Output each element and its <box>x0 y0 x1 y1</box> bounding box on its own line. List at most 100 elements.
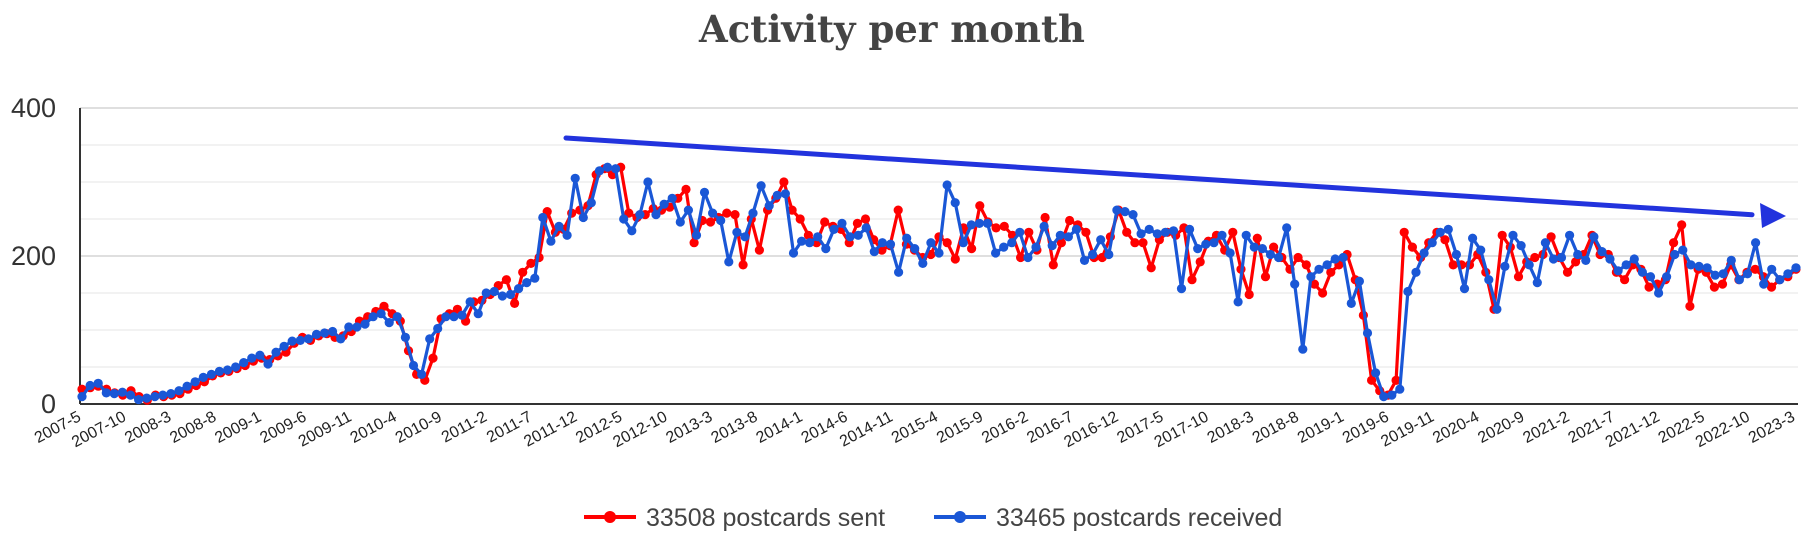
data-point <box>1686 260 1696 270</box>
data-point <box>1440 235 1450 245</box>
x-tick-label: 2008-8 <box>167 408 219 446</box>
x-tick-label: 2020-4 <box>1430 408 1482 446</box>
data-point <box>1309 279 1319 289</box>
data-point <box>428 353 438 363</box>
data-point <box>894 267 904 277</box>
data-point <box>586 198 596 208</box>
x-tick-label: 2019-1 <box>1295 408 1347 446</box>
data-point <box>934 248 944 258</box>
data-point <box>328 326 338 337</box>
data-point <box>509 298 520 308</box>
data-point <box>158 390 168 400</box>
data-point <box>1448 260 1458 270</box>
data-point <box>716 215 726 226</box>
data-point <box>1476 245 1486 255</box>
data-point <box>214 366 224 376</box>
data-point <box>1326 267 1336 277</box>
data-point <box>101 388 111 398</box>
x-tick-label: 2009-1 <box>212 408 264 446</box>
data-point <box>991 248 1001 258</box>
data-point <box>1540 238 1550 248</box>
data-point <box>820 217 830 227</box>
data-point <box>526 258 536 268</box>
data-point <box>1047 241 1057 251</box>
data-point <box>852 218 863 228</box>
data-point <box>554 221 564 231</box>
data-point <box>691 230 702 240</box>
data-point <box>611 164 621 174</box>
data-point <box>877 238 888 248</box>
data-point <box>748 208 758 218</box>
data-point <box>1290 279 1300 289</box>
data-point <box>1565 230 1575 240</box>
data-point <box>999 221 1009 231</box>
data-point <box>1791 263 1801 273</box>
data-point <box>1742 269 1753 279</box>
data-point <box>1644 282 1654 292</box>
data-point <box>950 254 960 264</box>
data-point <box>722 208 732 218</box>
y-tick-label: 0 <box>41 389 56 419</box>
data-point <box>803 230 814 240</box>
data-point <box>926 238 936 248</box>
data-point <box>1694 261 1704 271</box>
data-point <box>125 390 136 400</box>
data-point <box>974 218 985 228</box>
data-point <box>174 386 184 396</box>
data-point <box>1039 221 1049 231</box>
data-point <box>1120 207 1130 217</box>
data-point <box>1387 390 1397 400</box>
data-point <box>497 291 507 301</box>
x-tick-label: 2013-8 <box>708 408 760 446</box>
data-point <box>1056 238 1066 248</box>
data-point <box>619 214 629 224</box>
x-tick-label: 2015-4 <box>889 408 941 446</box>
data-point <box>627 226 637 236</box>
data-point <box>705 217 716 227</box>
x-tick-label: 2015-9 <box>934 408 986 446</box>
data-point <box>1152 229 1162 239</box>
data-point <box>1225 248 1235 258</box>
legend-marker-sent <box>604 511 616 523</box>
data-point <box>1399 227 1409 237</box>
data-point <box>1767 264 1777 274</box>
data-point <box>1015 227 1025 237</box>
data-point <box>109 389 119 399</box>
data-point <box>255 350 265 360</box>
data-point <box>85 380 95 391</box>
data-point <box>481 288 491 298</box>
data-point <box>788 248 799 258</box>
data-point <box>570 173 580 183</box>
data-point <box>772 190 782 200</box>
data-point <box>231 362 241 372</box>
data-point <box>683 205 694 215</box>
data-point <box>730 210 740 220</box>
x-tick-label: 2010-4 <box>348 408 400 446</box>
data-point <box>1670 249 1680 260</box>
data-point <box>902 233 912 243</box>
series-lines <box>77 162 1801 405</box>
data-point <box>1451 249 1461 260</box>
data-point <box>319 328 330 338</box>
data-point <box>1252 233 1262 243</box>
data-point <box>1136 229 1146 239</box>
data-point <box>1209 238 1219 248</box>
data-point <box>845 232 855 242</box>
data-point <box>344 322 354 332</box>
data-point <box>1367 375 1377 385</box>
data-point <box>1717 279 1728 289</box>
data-point <box>1419 248 1429 258</box>
data-point <box>1144 224 1154 234</box>
legend: 33508 postcards sent 33465 postcards rec… <box>584 504 1282 532</box>
data-point <box>1065 215 1075 226</box>
axes: 02004002007-52007-102008-32008-82009-120… <box>11 93 1798 451</box>
data-point <box>206 369 216 379</box>
data-point <box>489 286 499 297</box>
data-point <box>797 236 807 246</box>
data-point <box>651 210 661 220</box>
data-point <box>1443 224 1453 234</box>
data-point <box>295 335 305 345</box>
data-point <box>518 267 528 277</box>
data-point <box>885 239 896 249</box>
